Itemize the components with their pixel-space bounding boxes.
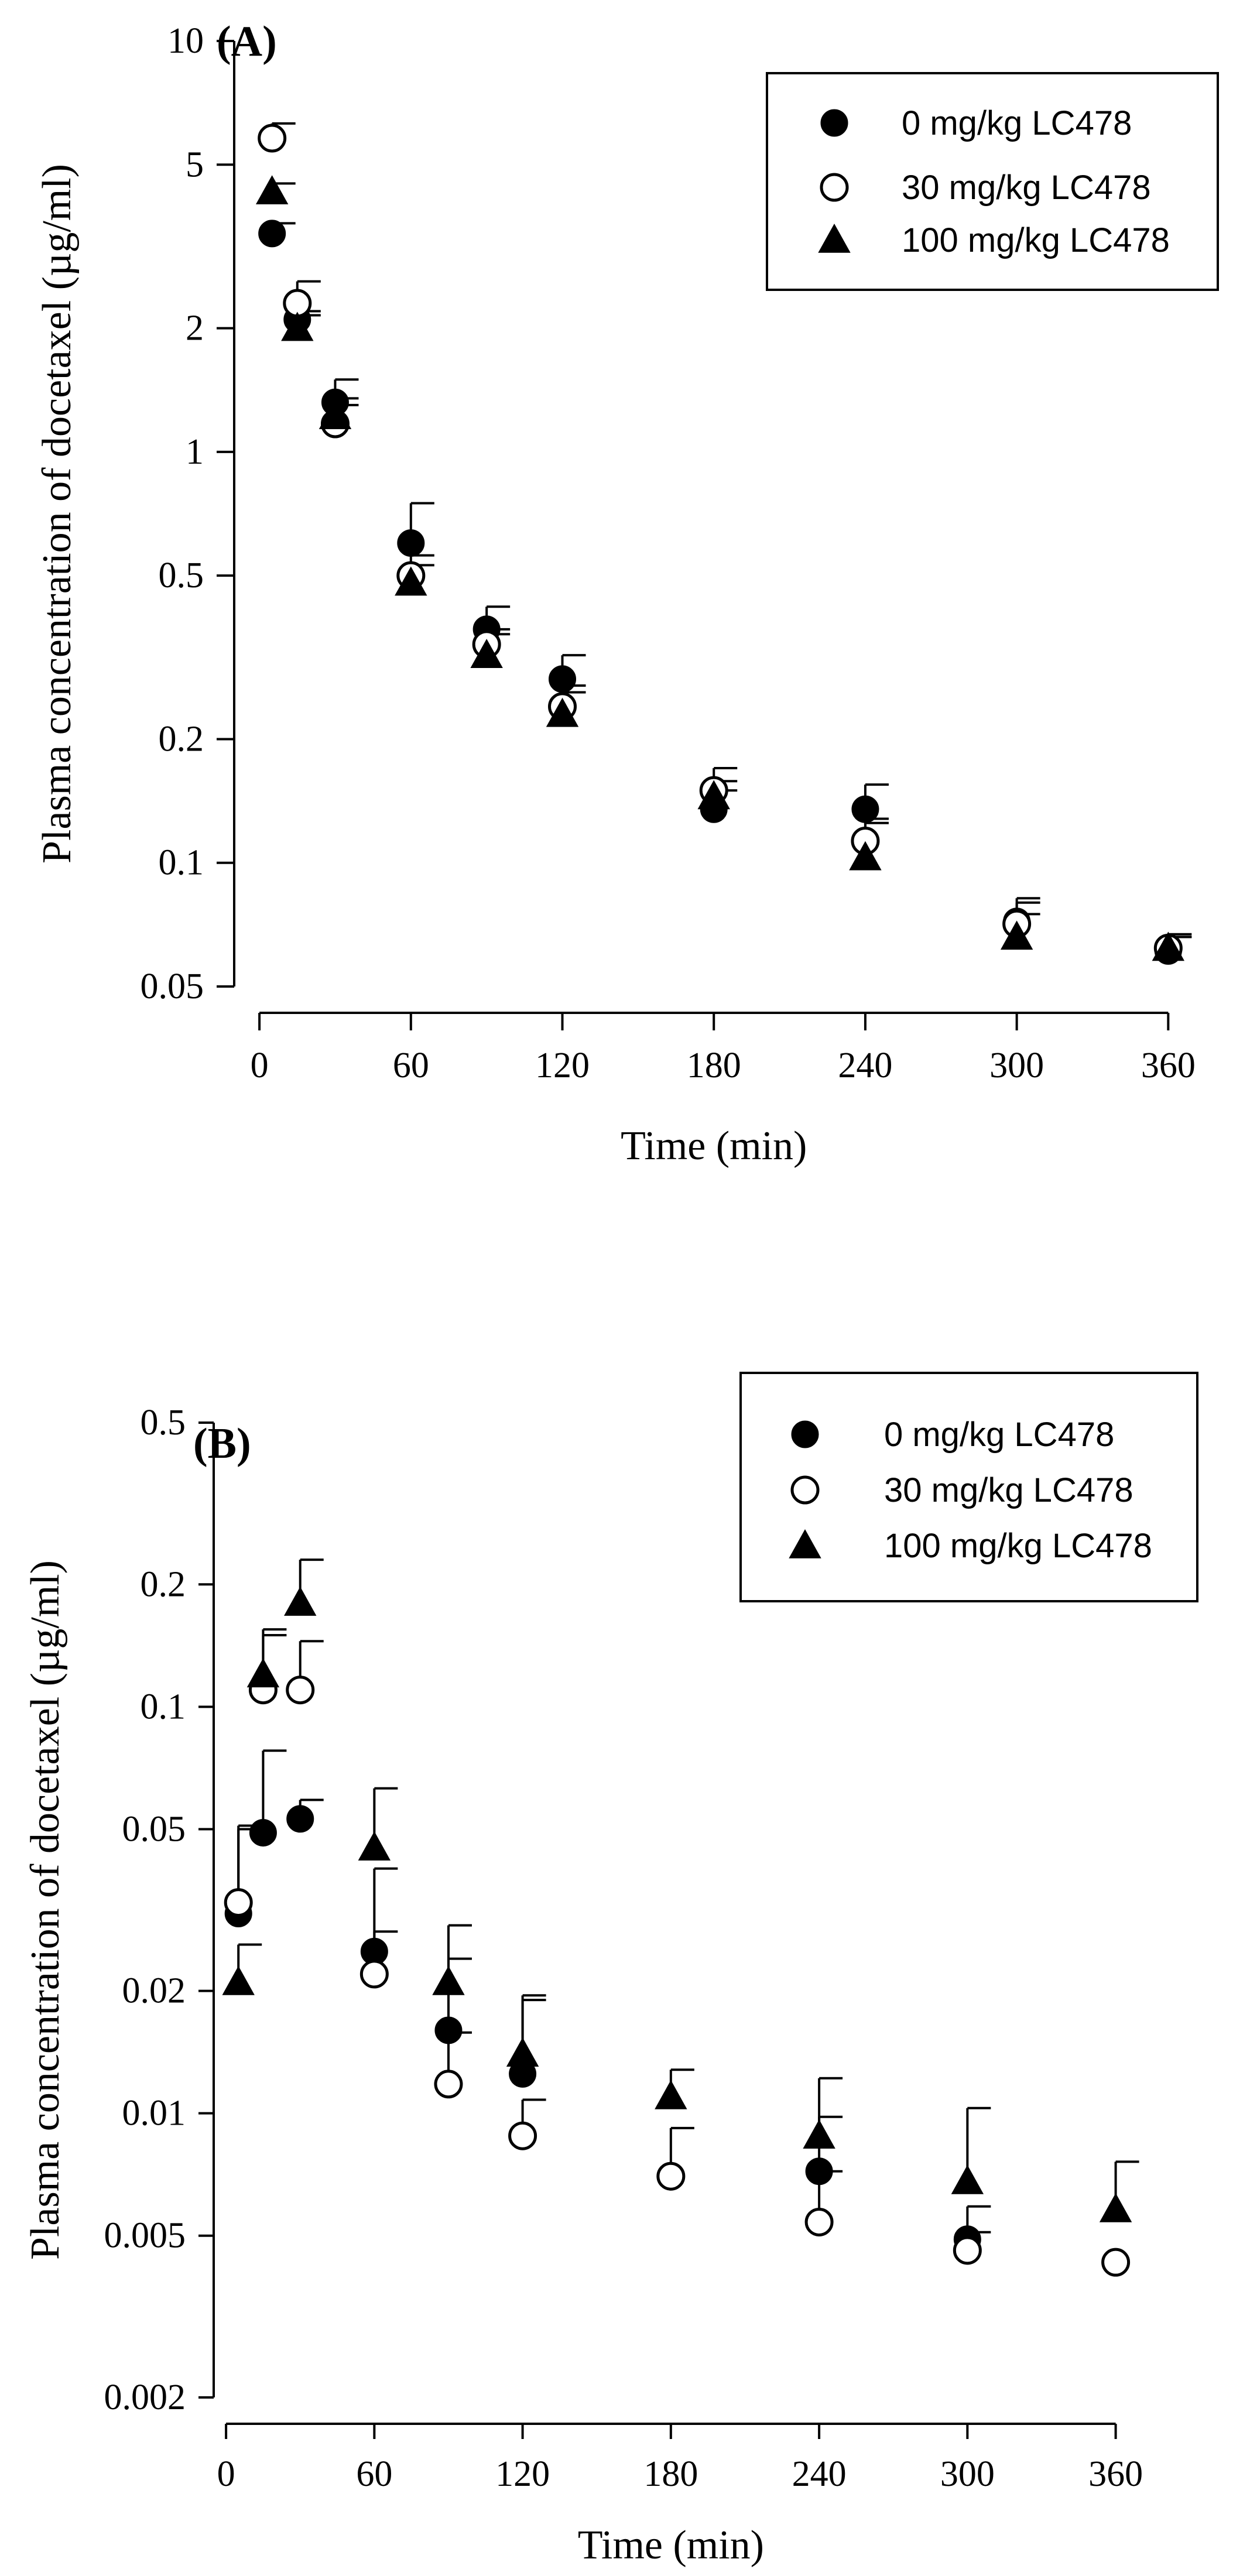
data-point-filled-triangle (432, 1965, 465, 1995)
y-tick-label: 0.1 (141, 1687, 186, 1727)
chart-a: 0.05 0.1 0.2 0.5 1 2 5 10 0 60 120 180 240 300 360 Time… (35, 18, 1219, 1169)
data-point-open-circle (224, 1888, 253, 1917)
data-point-filled-triangle (1152, 931, 1185, 961)
legend-entry-label: 0 mg/kg LC478 (884, 1416, 1114, 1454)
legend: 0 mg/kg LC478 30 mg/kg LC478 100 mg/kg LC4… (739, 1372, 1198, 1602)
data-point-open-circle (953, 2236, 982, 2265)
x-tick-label: 0 (251, 1046, 269, 1085)
y-tick-label: 0.2 (159, 719, 204, 759)
data-point-filled-triangle (506, 2037, 539, 2067)
y-tick-label: 10 (167, 21, 204, 61)
legend-marker-open-circle (790, 1475, 820, 1505)
x-tick-label: 300 (940, 2454, 995, 2494)
legend-marker-open-circle (820, 173, 849, 202)
data-point-filled-triangle (803, 2119, 835, 2149)
legend-entry-label: 30 mg/kg LC478 (884, 1471, 1133, 1509)
y-tick-label: 0.005 (104, 2216, 186, 2256)
x-axis-title: Time (min) (621, 1123, 807, 1169)
x-tick-label: 180 (643, 2454, 698, 2494)
x-tick-label: 60 (393, 1046, 429, 1085)
y-tick-label: 1 (186, 432, 204, 472)
data-point-filled-triangle (655, 2080, 687, 2109)
data-point-filled-triangle (281, 311, 314, 341)
x-tick-label: 360 (1088, 2454, 1143, 2494)
y-tick-label: 0.02 (122, 1971, 186, 2011)
y-tick-label: 0.5 (141, 1403, 186, 1443)
data-point-filled-triangle (284, 1587, 317, 1616)
legend-entry-label: 30 mg/kg LC478 (902, 169, 1151, 207)
data-point-filled-triangle (246, 1658, 280, 1688)
data-point-open-circle (258, 124, 287, 153)
data-point-filled-circle (249, 1818, 277, 1847)
legend-entry-label: 0 mg/kg LC478 (902, 104, 1132, 142)
data-point-filled-circle (549, 665, 577, 693)
legend-marker-filled-circle (820, 109, 848, 137)
data-point-filled-circle (434, 2016, 463, 2044)
y-tick-label: 0.2 (141, 1564, 186, 1604)
data-point-filled-triangle (849, 841, 882, 871)
x-tick-label: 360 (1141, 1046, 1196, 1085)
data-point-filled-triangle (255, 175, 289, 205)
y-tick-label: 0.5 (159, 556, 204, 595)
data-point-filled-circle (258, 220, 286, 248)
data-point-filled-triangle (697, 780, 730, 810)
data-point-filled-triangle (358, 1831, 391, 1861)
y-tick-label: 2 (186, 309, 204, 348)
y-tick-label: 0.01 (122, 2094, 186, 2133)
data-point-filled-triangle (222, 1965, 255, 1995)
y-tick-label: 0.05 (122, 1809, 186, 1849)
x-tick-label: 120 (535, 1046, 590, 1085)
x-tick-label: 120 (495, 2454, 550, 2494)
panel-label: (B) (193, 1420, 251, 1468)
data-point-open-circle (508, 2121, 537, 2150)
y-axis-title: Plasma concentration of docetaxel (µg/ml… (23, 1560, 68, 2260)
legend-marker-filled-triangle (818, 223, 851, 253)
legend-entry-label: 100 mg/kg LC478 (902, 221, 1170, 259)
y-tick-label: 0.002 (104, 2378, 186, 2417)
chart-b: 0.002 0.005 0.01 0.02 0.05 0.1 0.2 0.5 0 60 120 180… (23, 1372, 1198, 2568)
x-tick-label: 180 (687, 1046, 741, 1085)
data-point-filled-triangle (319, 400, 352, 430)
data-point-open-circle (804, 2207, 834, 2236)
data-point-filled-triangle (1000, 920, 1033, 950)
data-point-filled-triangle (1099, 2193, 1132, 2222)
x-tick-label: 60 (356, 2454, 392, 2494)
legend-marker-filled-triangle (789, 1529, 821, 1558)
data-point-filled-triangle (951, 2164, 984, 2194)
x-axis-title: Time (min) (578, 2523, 764, 2568)
data-point-filled-circle (286, 1805, 314, 1833)
y-tick-label: 0.05 (141, 967, 204, 1006)
x-tick-label: 0 (217, 2454, 235, 2494)
x-tick-label: 240 (838, 1046, 892, 1085)
data-point-filled-circle (805, 2157, 833, 2186)
data-point-filled-triangle (546, 697, 579, 727)
x-tick-label: 240 (792, 2454, 847, 2494)
data-point-filled-triangle (470, 639, 503, 668)
data-point-open-circle (286, 1676, 315, 1705)
data-point-filled-triangle (395, 566, 427, 596)
data-point-open-circle (359, 1960, 389, 1989)
y-axis-title: Plasma concentration of docetaxel (µg/ml… (35, 164, 80, 864)
x-tick-label: 300 (989, 1046, 1044, 1085)
data-point-open-circle (434, 2070, 463, 2099)
y-tick-label: 5 (186, 145, 204, 184)
legend-entry-label: 100 mg/kg LC478 (884, 1527, 1152, 1565)
legend-marker-filled-circle (791, 1420, 819, 1448)
data-point-open-circle (656, 2161, 686, 2191)
data-point-filled-circle (851, 795, 879, 823)
data-point-filled-circle (397, 529, 425, 557)
legend: 0 mg/kg LC478 30 mg/kg LC478 100 mg/kg LC4… (766, 72, 1219, 291)
y-tick-label: 0.1 (159, 843, 204, 883)
panel-label: (A) (217, 18, 277, 66)
data-point-open-circle (1101, 2248, 1131, 2277)
